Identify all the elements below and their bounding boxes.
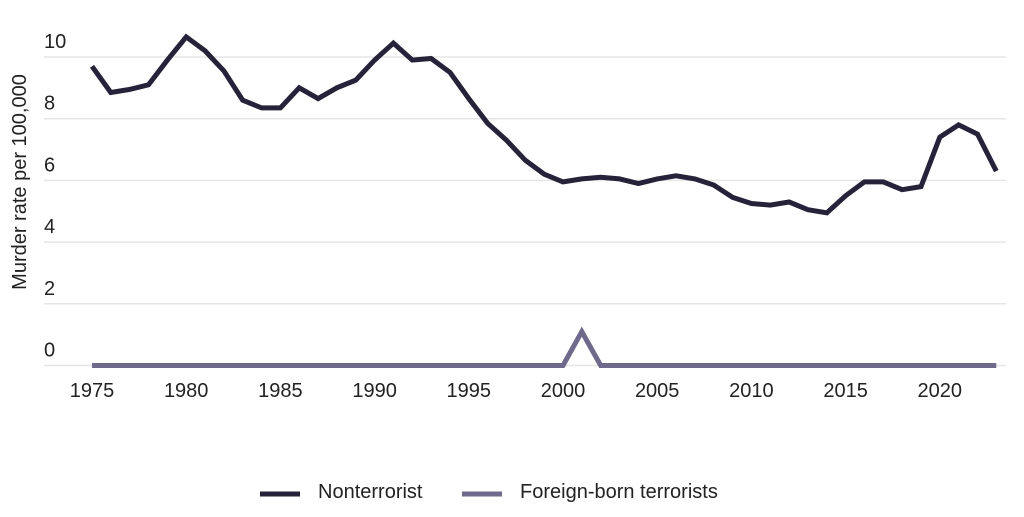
x-tick-label: 1985 (258, 380, 303, 402)
y-tick-label: 0 (44, 340, 55, 362)
x-tick-label: 2020 (918, 380, 963, 402)
x-tick-label: 2010 (729, 380, 774, 402)
x-tick-label: 1990 (352, 380, 397, 402)
x-tick-label: 2015 (823, 380, 868, 402)
x-axis-ticks: 1975 1980 1985 1990 1995 2000 2005 2010 2015 2020 (70, 380, 962, 402)
legend-label-nonterrorist: Nonterrorist (318, 481, 423, 503)
y-tick-label: 10 (44, 31, 66, 53)
x-tick-label: 2005 (635, 380, 680, 402)
x-tick-label: 2000 (541, 380, 586, 402)
x-tick-label: 1980 (164, 380, 209, 402)
y-tick-label: 8 (44, 93, 55, 115)
x-tick-label: 1975 (70, 380, 115, 402)
series-line-foreign-born-terrorists (92, 326, 997, 368)
legend-label-foreign-born: Foreign-born terrorists (520, 481, 718, 503)
y-tick-label: 4 (44, 216, 55, 238)
y-tick-label: 2 (44, 278, 55, 300)
y-axis-ticks: 0 2 4 6 8 10 (44, 31, 66, 362)
y-tick-label: 6 (44, 154, 55, 176)
gridlines (44, 56, 1006, 367)
legend: Nonterrorist Foreign-born terrorists (260, 481, 718, 503)
x-tick-label: 1995 (447, 380, 492, 402)
series-lines (89, 33, 999, 368)
y-axis-label: Murder rate per 100,000 (9, 74, 31, 290)
series-line-nonterrorist (89, 33, 999, 216)
